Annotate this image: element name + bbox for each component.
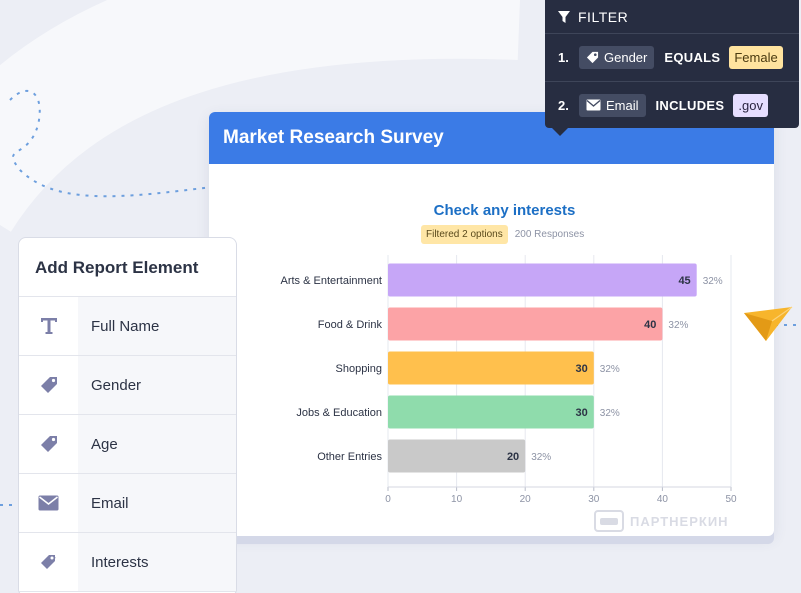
bar: [388, 395, 594, 429]
funnel-icon: [558, 10, 570, 23]
report-element-label: Full Name: [78, 297, 236, 355]
x-tick-label: 10: [451, 494, 463, 505]
envelope-icon: [38, 495, 59, 511]
watermark: ПАРТНЕРКИН: [594, 510, 729, 532]
x-tick-label: 20: [520, 494, 532, 505]
filter-value[interactable]: .gov: [733, 93, 768, 117]
bar-percent-label: 32%: [600, 364, 620, 375]
filter-rule-number: 1.: [558, 50, 569, 65]
category-label: Shopping: [336, 363, 383, 375]
category-label: Food & Drink: [318, 319, 383, 331]
tag-icon: [40, 436, 57, 452]
filter-title: FILTER: [578, 8, 629, 25]
responses-count: 200 Responses: [514, 229, 585, 240]
bar-percent-label: 32%: [600, 408, 620, 419]
tag-icon: [40, 377, 57, 393]
filter-rule-number: 2.: [558, 97, 569, 113]
category-label: Other Entries: [317, 451, 382, 463]
paper-plane-icon: [744, 306, 793, 341]
text-t-icon: [40, 318, 57, 334]
report-element-full-name[interactable]: Full Name: [19, 297, 236, 356]
filter-rule[interactable]: 1. Gender EQUALS Female: [545, 34, 799, 81]
x-tick-label: 50: [725, 494, 737, 505]
panel-title: Add Report Element: [19, 238, 236, 297]
filter-operator[interactable]: INCLUDES: [655, 97, 725, 113]
tags-icon: [40, 555, 56, 569]
add-report-element-panel: Add Report Element Full Name Gender Age …: [18, 237, 237, 593]
filter-field-label: Gender: [604, 50, 648, 65]
x-tick-label: 30: [588, 494, 600, 505]
filter-rule[interactable]: 2. Email INCLUDES .gov: [545, 81, 799, 128]
bar-percent-label: 32%: [531, 452, 551, 463]
bar: [388, 263, 697, 297]
filter-popover: FILTER 1. Gender EQUALS Female 2. Email …: [545, 0, 799, 136]
bar-value-label: 20: [507, 451, 519, 463]
filtered-options-badge[interactable]: Filtered 2 options: [421, 225, 508, 244]
bar-percent-label: 32%: [668, 320, 688, 331]
envelope-icon: [586, 99, 601, 111]
tag-icon: [586, 51, 599, 64]
chart-title: Check any interests: [433, 202, 576, 219]
bar-value-label: 40: [644, 319, 656, 331]
bar: [388, 439, 526, 473]
report-element-label: Email: [78, 474, 236, 532]
report-element-age[interactable]: Age: [19, 415, 236, 474]
filter-header: FILTER: [545, 0, 799, 34]
report-element-label: Interests: [78, 533, 236, 591]
bar: [388, 351, 594, 385]
x-tick-label: 0: [385, 494, 391, 505]
x-tick-label: 40: [657, 494, 669, 505]
category-label: Jobs & Education: [296, 407, 382, 419]
survey-report-card: Market Research Survey Check any interes…: [209, 112, 774, 536]
report-element-email[interactable]: Email: [19, 474, 236, 533]
filter-operator[interactable]: EQUALS: [664, 50, 721, 65]
watermark-logo-icon: [594, 510, 624, 532]
bar-value-label: 30: [576, 407, 588, 419]
interests-bar-chart: 0 10 20 30 40 50 Arts & Entertainment 45 32% Food…: [281, 255, 737, 505]
report-element-interests[interactable]: Interests: [19, 533, 236, 592]
report-element-label: Gender: [78, 356, 236, 414]
report-element-gender[interactable]: Gender: [19, 356, 236, 415]
filter-field-chip[interactable]: Gender: [579, 46, 655, 69]
chart-meta: Filtered 2 options 200 Responses: [421, 225, 584, 244]
report-element-label: Age: [78, 415, 236, 473]
filter-field-chip[interactable]: Email: [579, 93, 646, 117]
bar-value-label: 30: [576, 363, 588, 375]
bar-value-label: 45: [678, 275, 690, 287]
watermark-text: ПАРТНЕРКИН: [630, 513, 729, 529]
bar: [388, 307, 663, 341]
bar-percent-label: 32%: [703, 276, 723, 287]
category-label: Arts & Entertainment: [281, 275, 383, 287]
filter-field-label: Email: [606, 97, 639, 113]
filter-value[interactable]: Female: [729, 46, 783, 69]
